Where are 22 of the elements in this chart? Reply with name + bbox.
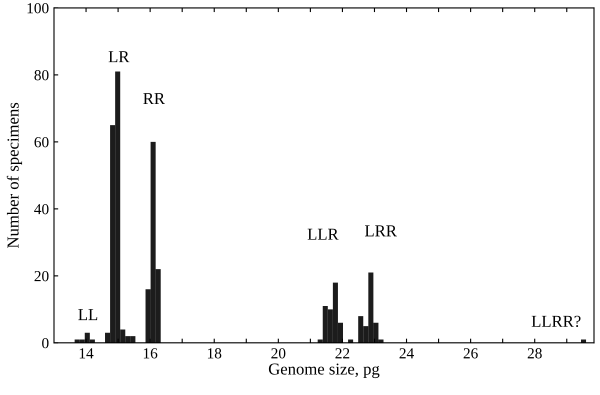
- y-tick-label: 0: [42, 338, 49, 348]
- y-tick-label: 60: [34, 137, 49, 148]
- y-tick-label: 100: [28, 3, 49, 14]
- y-tick-label: 20: [34, 271, 49, 282]
- x-tick-label: 18: [208, 348, 222, 358]
- y-tick-label: 40: [34, 204, 49, 214]
- x-tick-label: 26: [464, 348, 478, 358]
- annotation: LLRR?: [532, 316, 581, 328]
- y-axis-title: Number of specimens: [6, 102, 22, 248]
- annotation: RR: [143, 93, 165, 104]
- annotation: LR: [108, 51, 130, 62]
- x-tick-label: 14: [80, 348, 94, 358]
- y-tick-label: 80: [34, 70, 49, 80]
- annotation: LRR: [364, 225, 397, 236]
- annotation: LLR: [308, 228, 339, 240]
- annotation: LL: [78, 309, 98, 320]
- x-tick-label: 20: [271, 348, 286, 358]
- x-tick-label: 28: [528, 348, 542, 358]
- x-axis-title: Genome size, pg: [268, 363, 380, 378]
- x-tick-label: 16: [144, 348, 158, 358]
- x-tick-label: 22: [335, 348, 350, 358]
- x-tick-label: 24: [400, 348, 414, 358]
